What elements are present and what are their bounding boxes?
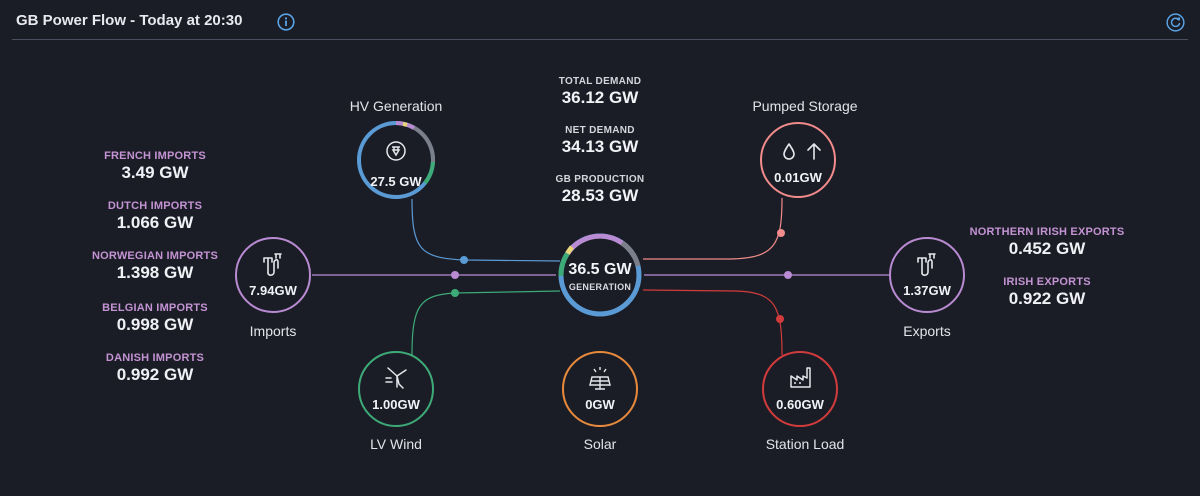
station-load-value: 0.60GW bbox=[776, 397, 824, 412]
imports-flow-dot bbox=[451, 271, 459, 279]
header-divider bbox=[12, 39, 1188, 40]
import-item: BELGIAN IMPORTS 0.998 GW bbox=[75, 302, 235, 335]
import-label: NORWEGIAN IMPORTS bbox=[91, 250, 219, 262]
solar-panel-icon bbox=[589, 367, 611, 390]
station-flow-line bbox=[642, 289, 783, 356]
hv-generation-name: HV Generation bbox=[349, 98, 443, 114]
export-value: 0.452 GW bbox=[1008, 239, 1086, 258]
lv-wind-name: LV Wind bbox=[370, 436, 422, 452]
import-label: DUTCH IMPORTS bbox=[107, 200, 203, 212]
pumped-storage-value: 0.01GW bbox=[774, 170, 822, 185]
total-demand-value: 36.12 GW bbox=[561, 88, 639, 107]
total-demand-stat: TOTAL DEMAND 36.12 GW bbox=[540, 76, 660, 108]
refresh-icon[interactable] bbox=[1166, 13, 1185, 32]
import-value: 0.992 GW bbox=[116, 365, 194, 384]
wind-flow-line bbox=[411, 290, 561, 356]
import-item: NORWEGIAN IMPORTS 1.398 GW bbox=[75, 250, 235, 283]
net-demand-label: NET DEMAND bbox=[565, 125, 635, 136]
generation-value: 36.5 GW bbox=[568, 261, 632, 278]
station-load-ring bbox=[762, 351, 838, 427]
gb-production-label: GB PRODUCTION bbox=[555, 174, 645, 185]
total-demand-label: TOTAL DEMAND bbox=[558, 76, 642, 87]
generation-label: GENERATION bbox=[568, 282, 632, 292]
import-label: FRENCH IMPORTS bbox=[104, 150, 206, 162]
import-value: 0.998 GW bbox=[116, 315, 194, 334]
export-label: NORTHERN IRISH EXPORTS bbox=[969, 226, 1125, 238]
generation-ring bbox=[558, 233, 642, 317]
hv-generation-value: 27.5 GW bbox=[370, 174, 422, 189]
wind-flow-dot bbox=[451, 289, 459, 297]
hv-flow-line bbox=[411, 198, 561, 262]
hv-flow-dot bbox=[460, 256, 468, 264]
exports-value: 1.37GW bbox=[903, 283, 951, 298]
import-value: 1.398 GW bbox=[116, 263, 194, 282]
lv-wind-value: 1.00GW bbox=[372, 397, 420, 412]
transmission-icon bbox=[917, 253, 936, 276]
transmission-icon bbox=[263, 253, 282, 276]
import-value: 1.066 GW bbox=[116, 213, 194, 232]
water-drop-up-icon bbox=[783, 143, 821, 160]
gb-production-value: 28.53 GW bbox=[561, 186, 639, 205]
imports-value: 7.94GW bbox=[249, 283, 297, 298]
import-item: DANISH IMPORTS 0.992 GW bbox=[75, 352, 235, 385]
imports-name: Imports bbox=[249, 323, 297, 339]
pumped-flow-dot bbox=[777, 229, 785, 237]
net-demand-stat: NET DEMAND 34.13 GW bbox=[540, 125, 660, 157]
gb-production-stat: GB PRODUCTION 28.53 GW bbox=[540, 174, 660, 206]
import-item: DUTCH IMPORTS 1.066 GW bbox=[75, 200, 235, 233]
info-icon[interactable] bbox=[277, 13, 295, 31]
station-load-name: Station Load bbox=[765, 436, 845, 452]
export-item: NORTHERN IRISH EXPORTS 0.452 GW bbox=[962, 226, 1132, 259]
exports-name: Exports bbox=[903, 323, 951, 339]
solar-value: 0GW bbox=[585, 397, 615, 412]
net-demand-value: 34.13 GW bbox=[561, 137, 639, 156]
import-item: FRENCH IMPORTS 3.49 GW bbox=[75, 150, 235, 183]
panel-header: GB Power Flow - Today at 20:30 bbox=[0, 0, 1200, 42]
import-label: BELGIAN IMPORTS bbox=[102, 302, 208, 314]
lv-wind-ring bbox=[358, 351, 434, 427]
page-title: GB Power Flow - Today at 20:30 bbox=[16, 12, 243, 29]
pumped-storage-name: Pumped Storage bbox=[752, 98, 858, 114]
pumped-flow-line bbox=[643, 197, 783, 260]
import-value: 3.49 GW bbox=[121, 163, 189, 182]
station-flow-dot bbox=[776, 315, 784, 323]
wind-turbine-icon bbox=[385, 367, 407, 389]
import-label: DANISH IMPORTS bbox=[105, 352, 205, 364]
pumped-storage-ring bbox=[760, 122, 836, 198]
export-value: 0.922 GW bbox=[1008, 289, 1086, 308]
exports-flow-dot bbox=[784, 271, 792, 279]
solar-name: Solar bbox=[583, 436, 617, 452]
power-plug-icon bbox=[386, 141, 406, 161]
factory-icon bbox=[790, 367, 811, 388]
export-item: IRISH EXPORTS 0.922 GW bbox=[962, 276, 1132, 309]
export-label: IRISH EXPORTS bbox=[1003, 276, 1091, 288]
